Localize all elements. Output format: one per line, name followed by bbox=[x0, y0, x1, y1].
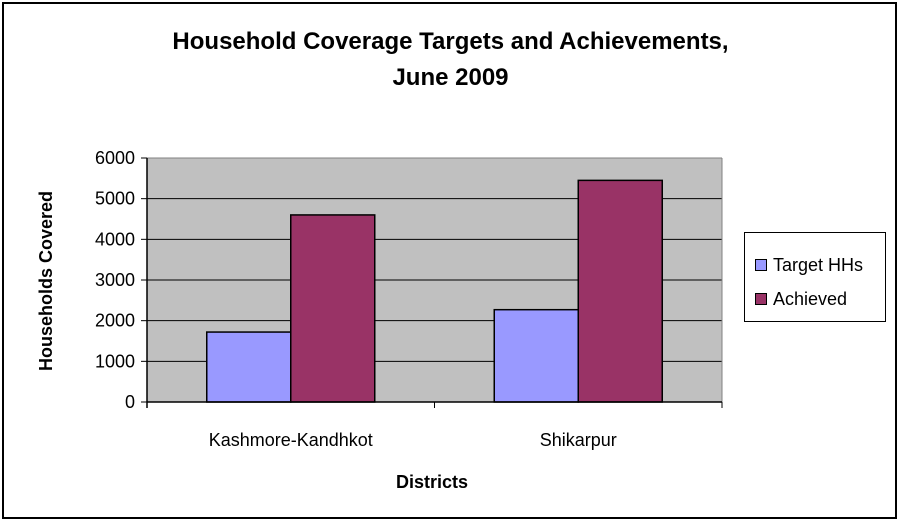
chart-title-line-1: Household Coverage Targets and Achieveme… bbox=[172, 28, 729, 55]
bar-achieved-shikarpur bbox=[577, 179, 663, 403]
y-tick-labels: 0 1000 2000 3000 4000 5000 6000 bbox=[95, 148, 135, 412]
bars bbox=[206, 179, 663, 403]
legend: Target HHs Achieved bbox=[744, 232, 886, 322]
y-tick-label-2000: 2000 bbox=[95, 311, 135, 331]
chart-title-line-2: June 2009 bbox=[392, 64, 509, 91]
legend-label-target: Target HHs bbox=[773, 254, 864, 275]
y-tick-label-1000: 1000 bbox=[95, 351, 135, 371]
y-tick-label-6000: 6000 bbox=[95, 148, 135, 168]
chart-title: Household Coverage Targets and Achieveme… bbox=[0, 24, 901, 96]
legend-item-target: Target HHs bbox=[755, 253, 863, 277]
legend-swatch-achieved bbox=[755, 293, 767, 305]
bar-target-hhs-shikarpur bbox=[493, 308, 579, 403]
legend-swatch-target bbox=[755, 259, 767, 271]
bar-achieved-kashmore-kandhkot bbox=[290, 214, 376, 403]
legend-label-achieved: Achieved bbox=[773, 288, 848, 309]
axes bbox=[141, 157, 723, 408]
x-tick-label-kashmore-kandhkot: Kashmore-Kandhkot bbox=[209, 430, 373, 450]
legend-item-achieved: Achieved bbox=[755, 287, 847, 311]
bar-target-hhs-kashmore-kandhkot bbox=[206, 331, 292, 403]
x-tick-labels: Kashmore-Kandhkot Shikarpur bbox=[209, 430, 617, 450]
x-tick-label-shikarpur: Shikarpur bbox=[540, 430, 617, 450]
y-axis-label: Households Covered bbox=[36, 191, 56, 371]
y-tick-label-5000: 5000 bbox=[95, 189, 135, 209]
y-tick-label-3000: 3000 bbox=[95, 270, 135, 290]
x-axis-label: Districts bbox=[396, 472, 468, 492]
y-tick-label-0: 0 bbox=[125, 392, 135, 412]
y-tick-label-4000: 4000 bbox=[95, 229, 135, 249]
